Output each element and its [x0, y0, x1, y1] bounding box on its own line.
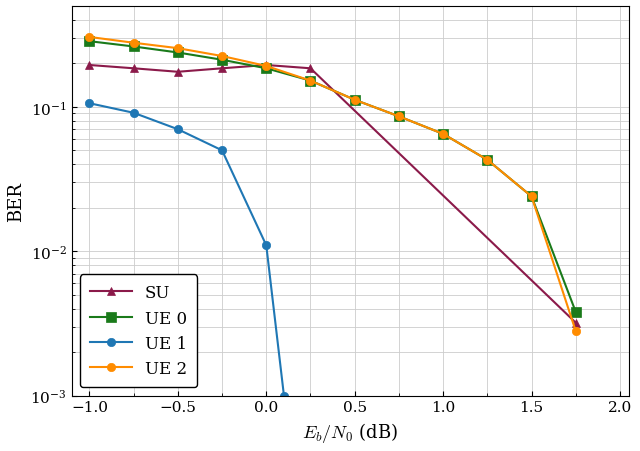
UE 2	[483, 158, 491, 163]
UE 0	[439, 132, 447, 137]
UE 0	[483, 158, 491, 163]
SU	[262, 63, 270, 69]
UE 2	[130, 41, 138, 46]
SU	[174, 70, 182, 75]
UE 2	[174, 46, 182, 52]
SU	[218, 66, 226, 72]
UE 2	[572, 329, 580, 334]
Y-axis label: BER: BER	[7, 181, 25, 221]
UE 0	[174, 51, 182, 56]
UE 2	[86, 35, 93, 41]
Line: SU: SU	[85, 62, 580, 327]
Line: UE 0: UE 0	[84, 37, 580, 317]
SU	[572, 320, 580, 326]
UE 1	[280, 393, 288, 399]
UE 0	[262, 66, 270, 72]
UE 1	[130, 111, 138, 116]
UE 2	[218, 54, 226, 60]
UE 0	[86, 39, 93, 45]
UE 2	[439, 132, 447, 137]
UE 1	[218, 148, 226, 154]
X-axis label: $E_b/N_0$ (dB): $E_b/N_0$ (dB)	[302, 420, 398, 444]
Legend: SU, UE 0, UE 1, UE 2: SU, UE 0, UE 1, UE 2	[80, 275, 197, 387]
Line: UE 1: UE 1	[85, 100, 288, 400]
UE 1	[86, 101, 93, 107]
SU	[307, 66, 314, 72]
Line: UE 2: UE 2	[85, 34, 580, 336]
SU	[86, 63, 93, 69]
UE 1	[262, 243, 270, 249]
UE 0	[307, 79, 314, 84]
UE 1	[174, 127, 182, 133]
UE 0	[572, 309, 580, 315]
UE 0	[351, 98, 358, 103]
UE 0	[528, 194, 536, 200]
UE 0	[395, 115, 403, 120]
UE 0	[130, 45, 138, 50]
SU	[130, 66, 138, 72]
UE 0	[218, 58, 226, 63]
UE 2	[351, 98, 358, 103]
UE 2	[307, 79, 314, 84]
UE 2	[395, 115, 403, 120]
UE 2	[528, 194, 536, 200]
UE 2	[262, 64, 270, 69]
